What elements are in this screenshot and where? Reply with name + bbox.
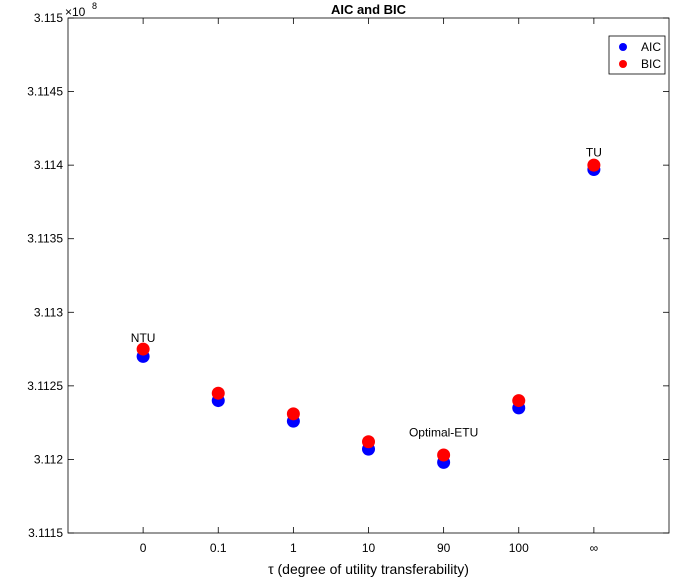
point-bic — [136, 342, 150, 356]
y-tick-label: 3.113 — [34, 305, 63, 319]
data-points — [136, 158, 601, 469]
x-axis-label: τ (degree of utility transferability) — [268, 561, 469, 577]
point-bic — [362, 435, 375, 449]
y-tick-label: 3.112 — [34, 452, 63, 466]
x-tick-label: ∞ — [590, 541, 599, 555]
x-axis: 0 0.1 1 10 90 100 ∞ — [140, 18, 598, 555]
point-bic — [211, 386, 225, 400]
annotations: NTU Optimal-ETU TU — [131, 146, 602, 440]
point-bic — [512, 394, 526, 408]
point-bic — [437, 448, 451, 462]
plot-area — [67, 17, 670, 534]
legend-marker-bic — [619, 60, 627, 68]
x-tick-label: 10 — [362, 541, 376, 555]
legend: AIC BIC — [608, 35, 666, 75]
legend-marker-aic — [619, 43, 627, 51]
point-bic — [587, 158, 601, 172]
legend-label-bic: BIC — [641, 57, 661, 71]
x-tick-label: 100 — [509, 541, 529, 555]
x-tick-label: 1 — [290, 541, 297, 555]
chart-title: AIC and BIC — [331, 2, 407, 17]
y-tick-label: 3.1135 — [27, 232, 63, 246]
annotation-label: Optimal-ETU — [409, 425, 478, 439]
y-tick-label: 3.1145 — [27, 85, 63, 99]
y-axis-exponent: ×10 8 — [65, 1, 97, 19]
y-tick-label: 3.115 — [34, 11, 63, 25]
y-exponent-power: 8 — [92, 1, 97, 11]
legend-label-aic: AIC — [641, 40, 661, 54]
x-tick-label: 0 — [140, 541, 147, 555]
x-tick-label: 90 — [437, 541, 451, 555]
y-axis: 3.1115 3.112 3.1125 3.113 3.1135 3.114 3.1145 3… — [27, 11, 669, 540]
legend-box — [608, 35, 666, 75]
y-tick-label: 3.1125 — [27, 379, 63, 393]
y-tick-label: 3.1115 — [28, 526, 63, 540]
x-tick-label: 0.1 — [210, 541, 227, 555]
point-bic — [286, 407, 300, 421]
y-tick-label: 3.114 — [34, 158, 63, 172]
y-exponent-base: ×10 — [65, 5, 86, 19]
annotation-label: TU — [586, 146, 602, 160]
annotation-label: NTU — [131, 331, 156, 345]
